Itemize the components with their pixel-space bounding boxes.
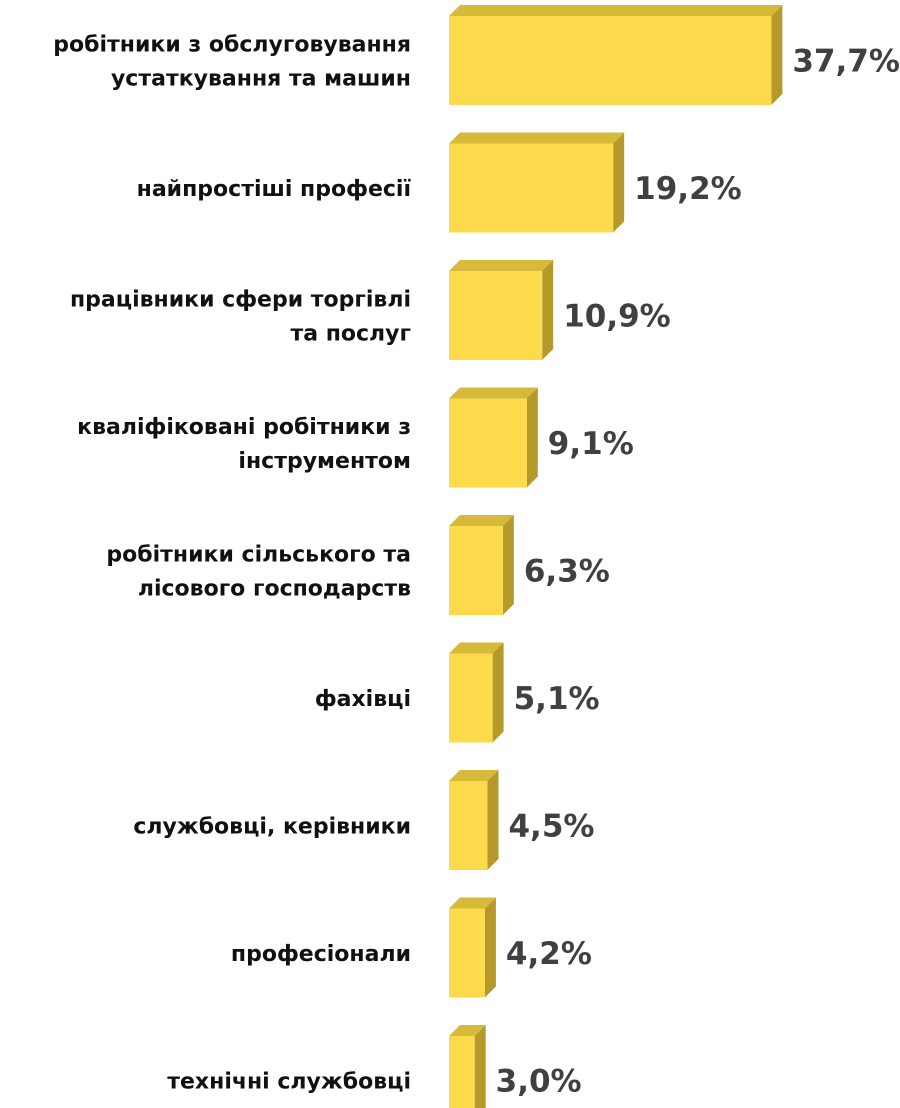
category-label: службовці, керівники — [133, 815, 411, 840]
value-label: 4,5% — [508, 809, 594, 845]
value-label: 19,2% — [634, 171, 742, 207]
bar — [449, 398, 527, 488]
category-label: працівники сфери торгівлі — [70, 288, 411, 313]
bar-group — [449, 1025, 486, 1108]
bar-top-face — [449, 642, 504, 654]
bar-side-face — [474, 1025, 486, 1108]
category-label: фахівці — [315, 687, 411, 712]
value-label: 4,2% — [506, 936, 592, 972]
bar-side-face — [542, 260, 554, 360]
value-label: 6,3% — [524, 554, 610, 590]
bar-top-face — [449, 132, 625, 144]
bar-side-face — [492, 642, 504, 743]
category-label: технічні службовці — [167, 1070, 411, 1095]
bar — [449, 271, 543, 360]
value-label: 5,1% — [514, 681, 600, 717]
bar-group — [449, 770, 499, 870]
bar — [449, 653, 493, 743]
bar — [449, 143, 614, 233]
bar-top-face — [449, 897, 496, 909]
bar — [449, 1036, 475, 1108]
category-label: робітники сільського та — [106, 543, 411, 568]
category-label: інструментом — [238, 449, 411, 474]
value-label: 10,9% — [563, 299, 671, 335]
category-label: професіонали — [231, 942, 411, 967]
bar — [449, 16, 772, 105]
category-label: найпростіші професії — [137, 177, 412, 202]
bar-top-face — [449, 1025, 486, 1036]
bar-top-face — [449, 515, 514, 526]
bar-group — [449, 515, 514, 615]
value-label: 3,0% — [496, 1064, 582, 1100]
bar-group — [449, 387, 538, 488]
bar-top-face — [449, 260, 554, 271]
category-label: устаткування та машин — [111, 67, 411, 92]
bar-group — [449, 642, 504, 743]
bar-group — [449, 897, 496, 998]
bar — [449, 526, 503, 615]
bar — [449, 908, 485, 998]
bar-top-face — [449, 5, 783, 16]
bar-group — [449, 132, 625, 233]
category-label: робітники з обслуговування — [53, 33, 411, 58]
category-label: лісового господарств — [138, 577, 411, 602]
value-label: 37,7% — [792, 44, 900, 80]
bar-side-face — [771, 5, 783, 105]
bar — [449, 781, 488, 870]
bar-side-face — [487, 770, 499, 870]
bar-top-face — [449, 770, 499, 781]
bar-side-face — [613, 132, 625, 233]
bar-side-face — [484, 897, 496, 998]
value-label: 9,1% — [548, 426, 634, 462]
bar-top-face — [449, 387, 538, 399]
bar-group — [449, 5, 783, 105]
category-label: та послуг — [290, 322, 411, 347]
category-label: кваліфіковані робітники з — [77, 415, 411, 440]
bar-side-face — [526, 387, 538, 488]
bar-group — [449, 260, 554, 360]
bar-side-face — [502, 515, 514, 615]
